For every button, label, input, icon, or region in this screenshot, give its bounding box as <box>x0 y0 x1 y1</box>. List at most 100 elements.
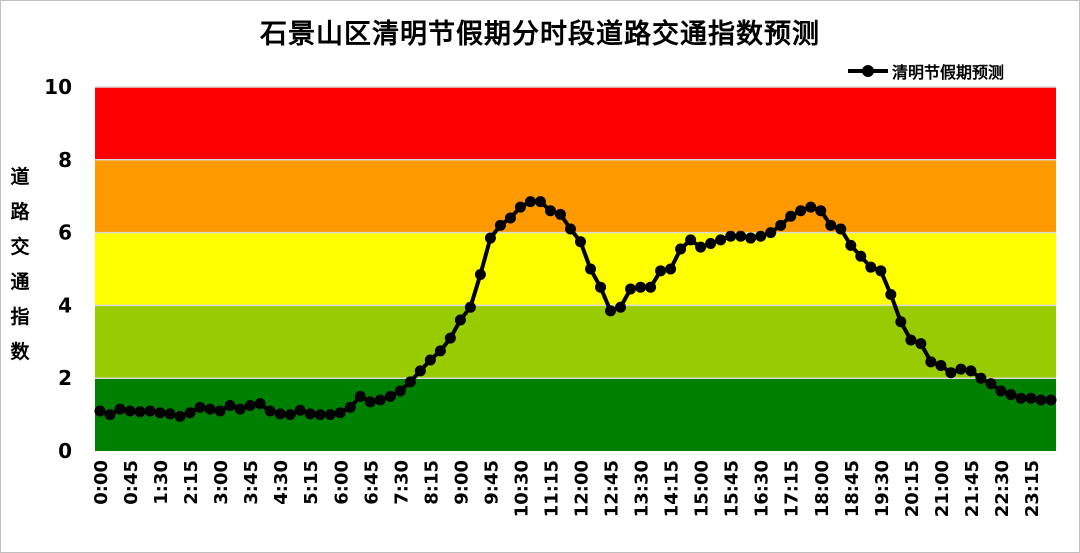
x-tick-label: 12:45 <box>602 460 623 517</box>
data-point <box>294 404 306 416</box>
data-point <box>1045 394 1057 406</box>
x-tick-label: 15:00 <box>692 460 713 517</box>
data-point <box>234 403 246 415</box>
data-point <box>1015 392 1027 404</box>
data-point <box>364 396 376 408</box>
data-point <box>835 223 847 235</box>
x-tick-label: 2:15 <box>181 460 202 505</box>
data-point <box>815 205 827 217</box>
x-tick-label: 6:00 <box>331 460 352 505</box>
data-point <box>344 401 356 413</box>
data-point <box>665 263 677 275</box>
data-point <box>625 283 637 295</box>
data-point <box>955 363 967 375</box>
data-point <box>735 230 747 242</box>
data-point <box>354 390 366 402</box>
x-tick-label: 9:45 <box>481 460 502 505</box>
data-point <box>284 409 296 421</box>
data-point <box>925 356 937 368</box>
data-point <box>164 408 176 420</box>
data-point <box>615 301 627 313</box>
data-point <box>214 405 226 417</box>
data-point <box>444 332 456 344</box>
x-tick-label: 4:30 <box>271 460 292 505</box>
data-point <box>154 407 166 419</box>
data-point <box>1005 389 1017 401</box>
data-point <box>264 405 276 417</box>
y-tick-label: 0 <box>58 439 72 463</box>
data-point <box>224 400 236 411</box>
data-point <box>575 236 587 248</box>
data-point <box>144 405 156 417</box>
data-point <box>334 407 346 419</box>
data-point <box>524 196 536 208</box>
data-point <box>805 201 817 213</box>
band-1 <box>95 305 1056 379</box>
chart-title: 石景山区清明节假期分时段道路交通指数预测 <box>260 19 820 50</box>
data-point <box>254 398 266 410</box>
data-point <box>875 265 887 277</box>
y-tick-label: 10 <box>44 75 72 99</box>
x-tick-label: 21:00 <box>932 460 953 517</box>
data-point <box>94 405 106 417</box>
x-tick-label: 22:30 <box>992 460 1013 517</box>
x-tick-label: 18:45 <box>842 460 863 517</box>
x-tick-label: 13:30 <box>632 460 653 517</box>
data-point <box>194 401 206 413</box>
data-point <box>324 409 336 421</box>
y-tick-label: 4 <box>58 293 72 317</box>
data-point <box>915 338 927 350</box>
x-tick-label: 5:15 <box>301 460 322 505</box>
x-tick-label: 19:30 <box>872 460 893 517</box>
data-point <box>705 238 717 250</box>
data-point <box>725 230 737 242</box>
data-point <box>765 227 777 239</box>
data-point <box>1025 392 1037 404</box>
y-tick-label: 8 <box>58 148 72 172</box>
x-tick-label: 18:00 <box>812 460 833 517</box>
data-point <box>504 212 516 224</box>
data-point <box>414 365 426 377</box>
data-point <box>715 234 727 246</box>
data-point <box>424 354 436 366</box>
x-tick-label: 3:00 <box>211 460 232 505</box>
data-point <box>975 372 987 384</box>
data-point <box>114 403 126 415</box>
legend-line-sample <box>848 65 888 77</box>
data-point <box>374 394 386 406</box>
y-tick-label: 2 <box>58 366 72 390</box>
data-point <box>605 305 617 317</box>
x-tick-label: 8:15 <box>421 460 442 505</box>
x-tick-label: 12:00 <box>572 460 593 517</box>
data-point <box>585 263 597 275</box>
data-point <box>645 281 657 293</box>
data-point <box>404 376 416 388</box>
data-point <box>464 301 476 313</box>
data-point <box>985 378 997 390</box>
data-point <box>434 345 446 357</box>
data-point <box>595 281 607 293</box>
data-point <box>845 239 857 251</box>
data-point <box>755 230 767 242</box>
data-point <box>795 205 807 217</box>
data-point <box>204 403 216 415</box>
data-point <box>514 201 526 213</box>
data-point <box>304 408 316 420</box>
data-point <box>274 408 286 420</box>
band-3 <box>95 159 1056 233</box>
data-point <box>965 365 977 377</box>
data-point <box>454 314 466 326</box>
x-tick-label: 17:15 <box>782 460 803 517</box>
legend: 清明节假期预测 <box>848 60 1004 82</box>
data-point <box>1035 394 1047 406</box>
data-point <box>895 316 907 328</box>
x-tick-label: 6:45 <box>361 460 382 505</box>
x-tick-label: 16:30 <box>752 460 773 517</box>
data-point <box>384 390 396 402</box>
data-point <box>474 268 486 280</box>
data-point <box>995 385 1007 397</box>
data-point <box>855 250 867 262</box>
data-point <box>484 232 496 244</box>
data-point <box>945 367 957 379</box>
